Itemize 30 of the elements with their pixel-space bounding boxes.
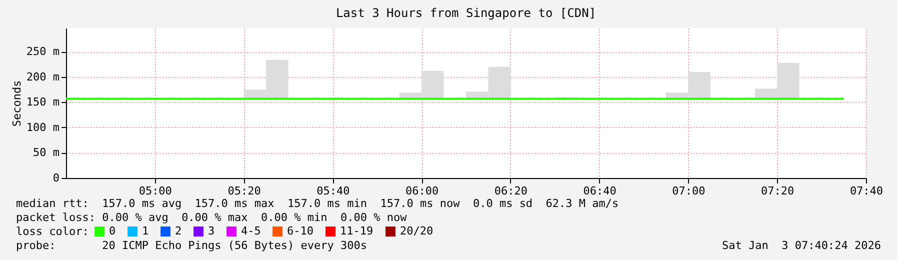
y-tick-label: 0 <box>52 172 60 184</box>
x-tick-label: 06:40 <box>583 184 616 198</box>
y-tick-label: 200 m <box>26 70 60 84</box>
legend-label: 0 <box>109 224 116 238</box>
legend-title: loss color: <box>16 225 89 238</box>
x-tick-label: 05:00 <box>138 184 172 198</box>
legend-label: 1 <box>142 224 149 238</box>
legend-label: 20/20 <box>400 224 434 238</box>
chart-title: Last 3 Hours from Singapore to [CDN] <box>336 6 596 20</box>
x-tick-label: 06:00 <box>405 184 439 198</box>
x-tick-label: 05:20 <box>228 184 261 198</box>
legend-label: 4-5 <box>241 224 261 238</box>
x-tick-label: 07:20 <box>761 184 794 198</box>
legend-label: 2 <box>175 224 182 238</box>
legend-label: 6-10 <box>287 224 314 238</box>
x-tick-label: 07:40 <box>850 184 884 198</box>
text: Sat Jan 3 07:40:24 2026 <box>722 239 881 252</box>
legend-label: 3 <box>208 224 215 238</box>
text: median rtt: 157.0 ms avg 157.0 ms max 157.0 ms min 157.0 ms now 0.0 ms sd 62.3 M am/s <box>16 197 619 210</box>
text: packet loss: 0.00 % avg 0.00 % max 0.00 % min 0.00 % now <box>16 211 407 224</box>
x-tick-label: 06:20 <box>494 184 528 198</box>
x-tick-label: 05:40 <box>316 184 350 198</box>
text: probe: 20 ICMP Echo Pings (56 Bytes) every 300s <box>16 239 367 252</box>
y-axis-title: Seconds <box>10 80 24 127</box>
legend-label: 11-19 <box>340 224 374 238</box>
y-tick-label: 50 m <box>33 146 60 160</box>
y-tick-label: 250 m <box>26 45 60 58</box>
x-tick-label: 07:00 <box>672 184 706 198</box>
y-tick-label: 100 m <box>26 120 60 134</box>
y-tick-label: 150 m <box>26 96 60 109</box>
